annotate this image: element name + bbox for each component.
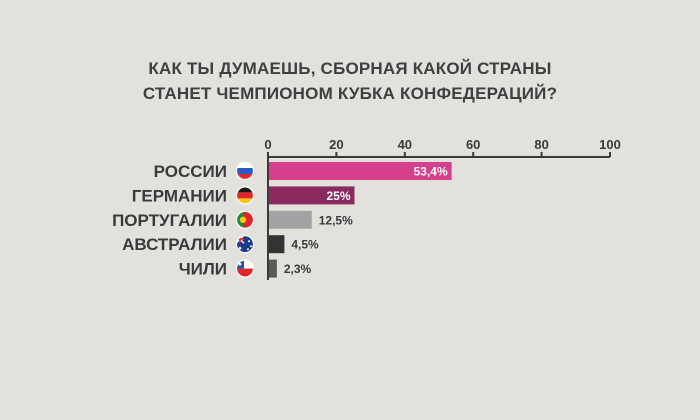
russia-flag-icon: [236, 162, 254, 180]
flag-border: [235, 161, 255, 181]
chart-title-line-1: КАК ТЫ ДУМАЕШЬ, СБОРНАЯ КАКОЙ СТРАНЫ: [148, 59, 552, 78]
category-label: ГЕРМАНИИ: [132, 186, 227, 205]
flag-border: [235, 210, 255, 229]
bar: [269, 162, 452, 180]
category-label: АВСТРАЛИИ: [122, 235, 227, 254]
germany-flag-icon: [236, 186, 254, 204]
x-tick-label: 100: [599, 137, 621, 152]
category-label: ЧИЛИ: [179, 260, 227, 279]
value-label: 2,3%: [284, 262, 312, 276]
value-label: 4,5%: [291, 238, 319, 252]
x-tick-label: 60: [466, 137, 480, 152]
chart-title: КАК ТЫ ДУМАЕШЬ, СБОРНАЯ КАКОЙ СТРАНЫ СТА…: [0, 56, 700, 106]
category-label: ПОРТУГАЛИИ: [112, 211, 227, 230]
value-label: 53,4%: [414, 165, 448, 179]
bar: [269, 259, 277, 278]
x-tick-label: 40: [398, 137, 412, 152]
value-label: 25%: [326, 189, 350, 203]
value-label: 12,5%: [319, 213, 353, 227]
flag-border: [235, 259, 255, 278]
x-tick-label: 20: [329, 137, 343, 152]
bar: [269, 186, 355, 205]
flag-border: [235, 186, 255, 205]
category-label: РОССИИ: [154, 162, 227, 181]
bar: [269, 210, 312, 229]
x-tick-label: 80: [534, 137, 548, 152]
chile-flag-icon: [236, 260, 254, 278]
chart-title-line-2: СТАНЕТ ЧЕМПИОНОМ КУБКА КОНФЕДЕРАЦИЙ?: [142, 84, 558, 103]
bar: [269, 235, 285, 254]
flag-border: [235, 235, 255, 254]
portugal-flag-icon: [236, 211, 254, 229]
x-tick-label: 0: [264, 137, 271, 152]
